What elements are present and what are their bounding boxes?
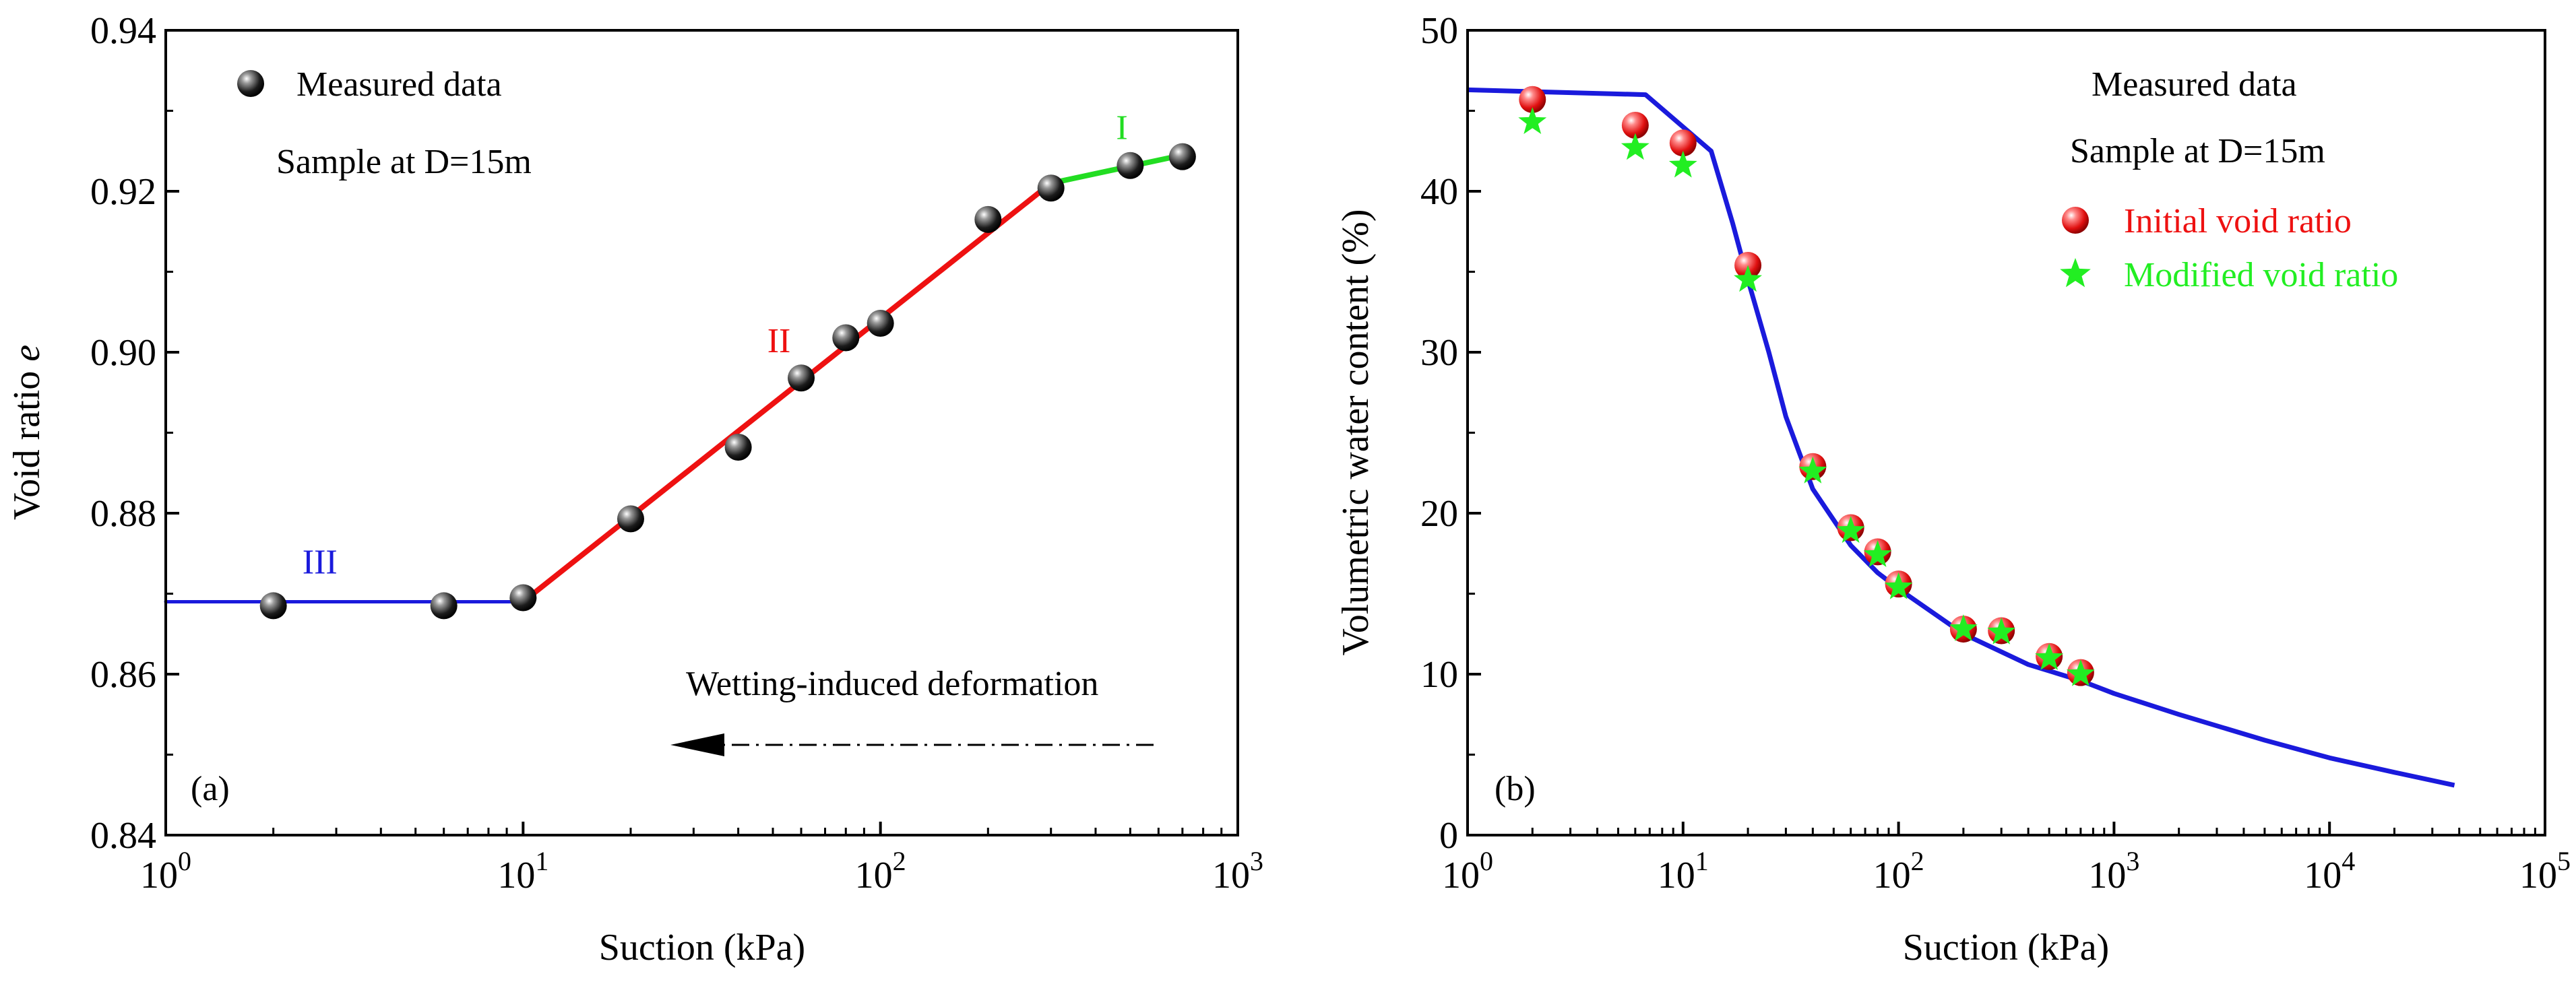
initial-void-ratio-point (1669, 129, 1697, 157)
fit-line-label-ii: II (767, 322, 791, 360)
panel-b-y-tick-label: 30 (1420, 332, 1458, 374)
panel-a-legend-marker (237, 70, 264, 97)
measured-point (724, 434, 752, 461)
panel-a-x-axis-label: Suction (kPa) (599, 927, 805, 968)
modified-void-ratio-point (1884, 572, 1913, 599)
modified-void-ratio-point (2066, 659, 2095, 686)
measured-point (974, 205, 1002, 233)
legend-modified-void-ratio-label: Modified void ratio (2124, 256, 2398, 294)
modified-void-ratio-point (1949, 614, 1978, 641)
panel-a-y-tick-label: 0.84 (90, 815, 156, 857)
panel-b-sample-label: Sample at D=15m (2070, 132, 2325, 170)
fit-line-label-i: I (1116, 108, 1127, 147)
panel-a-x-tick-label: 101 (497, 846, 548, 896)
panel-b-axes: 100 101 102 103 104 105 0 10 20 30 40 50 (1420, 10, 2571, 896)
modified-void-ratio-point (1863, 540, 1892, 567)
modified-void-ratio-point (1987, 617, 2016, 645)
panel-b-panel-label: (b) (1495, 770, 1536, 808)
measured-point (788, 364, 815, 392)
panel-b-y-tick-label: 40 (1420, 171, 1458, 213)
panel-b-marks (1467, 86, 2455, 788)
measured-point (509, 584, 537, 612)
annotation-arrow-head (670, 733, 724, 756)
panel-a-y-tick-label: 0.94 (90, 10, 156, 52)
modified-void-ratio-point (1798, 456, 1827, 484)
measured-point (430, 592, 458, 620)
panel-a-sample-label: Sample at D=15m (276, 143, 532, 181)
panel-b-x-tick-label: 102 (1873, 846, 1924, 896)
legend-modified-void-ratio-marker (2060, 258, 2091, 288)
modified-void-ratio-point (1734, 265, 1762, 292)
panel-b-x-tick-label: 105 (2519, 846, 2571, 896)
modified-void-ratio-point (2035, 643, 2064, 670)
measured-point (617, 505, 644, 533)
fitted-swcc-curve (1467, 87, 2455, 788)
modified-void-ratio-point (1668, 150, 1697, 178)
measured-point (1117, 152, 1144, 179)
panel-b-x-tick-label: 101 (1658, 846, 1709, 896)
panel-a-x-tick-label: 100 (140, 846, 191, 896)
panel-a-panel-label: (a) (191, 770, 230, 808)
measured-point (867, 309, 894, 337)
annotation-text: Wetting-induced deformation (686, 665, 1098, 703)
legend-initial-void-ratio-marker (2062, 207, 2089, 234)
measured-point (832, 324, 860, 352)
panel-b-x-tick-label: 103 (2088, 846, 2139, 896)
modified-void-ratio-point (1518, 107, 1547, 134)
modified-void-ratio-point (1621, 133, 1650, 160)
initial-void-ratio-point (1621, 112, 1649, 139)
panel-a-axes: 100 101 102 103 0.84 0.86 0.88 0.90 0.92 0.94 (90, 10, 1263, 896)
panel-a-y-tick-label: 0.92 (90, 171, 156, 213)
fit-line-segment-ii (520, 180, 1054, 605)
panel-b-legend-title: Measured data (2092, 65, 2297, 104)
measured-point (1168, 143, 1196, 170)
measured-point (1037, 174, 1065, 202)
panel-a-x-tick-label: 103 (1212, 846, 1263, 896)
panel-a-y-tick-label: 0.88 (90, 493, 156, 535)
fit-line-segment-i (1048, 152, 1185, 187)
panel-a-y-axis-label: Void ratio e (6, 345, 48, 520)
panel-b-y-tick-label: 0 (1439, 815, 1458, 857)
panel-a-x-tick-label: 102 (855, 846, 906, 896)
panel-b-x-tick-label: 100 (1442, 846, 1493, 896)
fit-line-label-iii: III (303, 544, 338, 582)
panel-a-legend-label: Measured data (296, 65, 502, 104)
panel-b-y-tick-label: 20 (1420, 493, 1458, 535)
panel-a-y-tick-label: 0.90 (90, 332, 156, 374)
legend-initial-void-ratio-label: Initial void ratio (2124, 202, 2352, 240)
modified-void-ratio-point (1836, 516, 1865, 544)
panel-b-y-tick-label: 50 (1420, 10, 1458, 52)
panel-a-y-tick-label: 0.86 (90, 654, 156, 696)
initial-void-ratio-point (1519, 86, 1546, 113)
panel-b-x-axis-label: Suction (kPa) (1903, 927, 2109, 968)
measured-point (259, 592, 287, 620)
panel-b: 100 101 102 103 104 105 0 10 20 30 40 50 Measured d… (1335, 10, 2571, 968)
panel-b-x-tick-label: 104 (2304, 846, 2355, 896)
panel-b-y-tick-label: 10 (1420, 654, 1458, 696)
panel-b-y-axis-label: Volumetric water content (%) (1335, 209, 1377, 656)
